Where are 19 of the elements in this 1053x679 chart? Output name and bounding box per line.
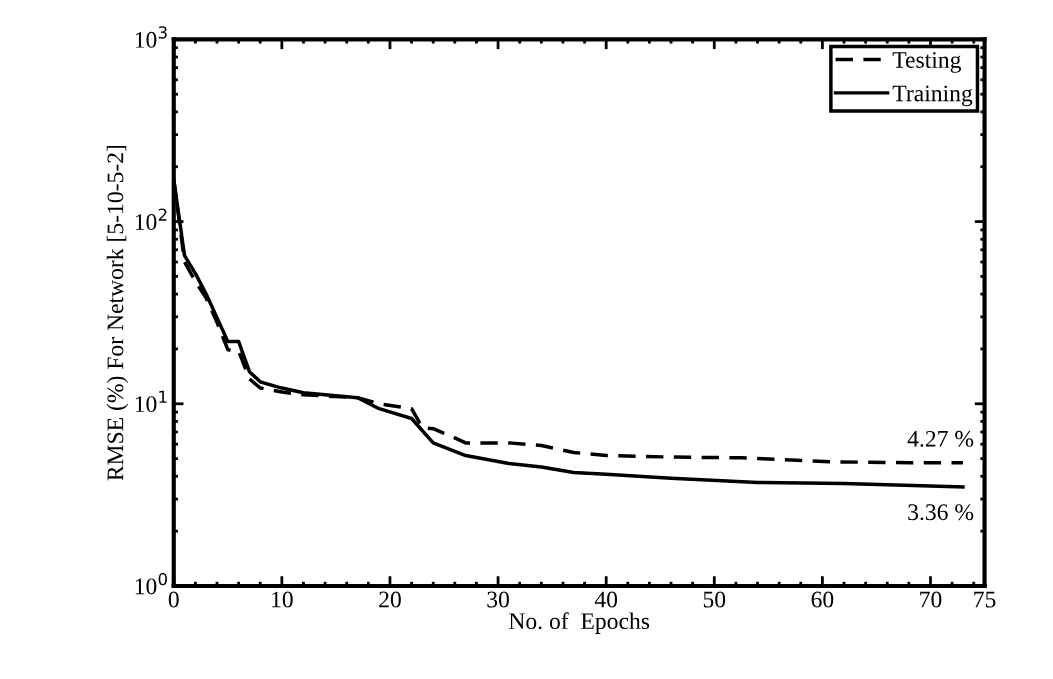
- legend-label: Testing: [892, 52, 961, 73]
- x-tick-label: 70: [920, 591, 942, 608]
- legend-label: Training: [892, 85, 973, 107]
- x-tick-label: 75: [974, 591, 996, 608]
- x-tick-label: 40: [594, 591, 618, 608]
- x-tick-label: 60: [811, 591, 834, 608]
- x-tick-label: 0: [168, 591, 179, 608]
- y-tick-label: 10$^{0}$: [135, 572, 167, 595]
- x-tick-label: 30: [487, 591, 509, 608]
- y-axis-title: RMSE (%) For Network [5-10-5-2]: [106, 145, 129, 481]
- annotation: 4.27 %: [907, 430, 974, 447]
- y-tick-label: 10$^{2}$: [135, 208, 167, 230]
- y-tick-label: 10$^{3}$: [135, 26, 167, 48]
- x-tick-label: 50: [703, 591, 726, 608]
- x-axis-title: No. of Epochs: [509, 612, 650, 634]
- x-tick-label: 10: [272, 591, 293, 608]
- x-tick-label: 20: [379, 591, 401, 608]
- y-tick-label: 10$^{1}$: [135, 390, 167, 413]
- annotation: 3.36 %: [908, 504, 974, 521]
